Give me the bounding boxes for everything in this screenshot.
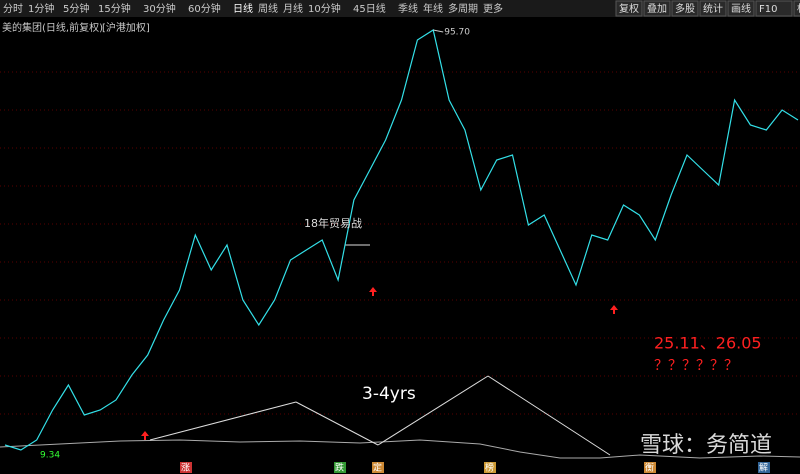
period-tab[interactable]: 10分钟 xyxy=(308,2,341,15)
annotation: 3-4yrs xyxy=(362,384,416,404)
tool-label: F10 xyxy=(759,4,777,15)
period-tab[interactable]: 季线 xyxy=(398,2,418,15)
toolbar: 分时 1分钟 5分钟 15分钟 30分钟 60分钟 日线 周线 月线 10分钟 45日线 季线 年线 多周… xyxy=(3,0,800,17)
trend-arrows xyxy=(149,244,611,456)
event-label: 跌 xyxy=(335,463,344,474)
annotation: 18年贸易战 xyxy=(304,216,362,230)
tool-label: 标记 xyxy=(797,3,800,15)
period-tab[interactable]: 年线 xyxy=(423,2,443,15)
stock-name: 美的集团(日线,前复权) xyxy=(2,21,103,34)
period-tab[interactable]: 5分钟 xyxy=(63,2,89,15)
watermark: 雪球：务简道 xyxy=(640,433,772,458)
event-label: 榜 xyxy=(485,462,494,474)
period-tab[interactable]: 周线 xyxy=(258,2,278,15)
period-tab[interactable]: 60分钟 xyxy=(188,2,221,15)
price-line xyxy=(4,29,799,451)
tool-btn[interactable] xyxy=(755,0,793,17)
period-tab[interactable]: 日线 xyxy=(233,2,253,15)
event-marker xyxy=(758,462,770,473)
event-marker xyxy=(180,462,192,473)
red-arrows xyxy=(141,287,618,440)
tool-btn[interactable] xyxy=(643,0,671,17)
event-marker xyxy=(334,462,346,473)
period-tab[interactable]: 30分钟 xyxy=(143,2,176,15)
stock-tag: [沪港加权] xyxy=(102,21,150,34)
event-marker xyxy=(372,462,384,473)
tool-btn[interactable] xyxy=(793,0,800,17)
high-pointer xyxy=(433,29,444,33)
tool-btn[interactable] xyxy=(727,0,755,17)
toolbar-bg xyxy=(0,0,800,17)
period-tab[interactable]: 分时 xyxy=(3,3,23,15)
volume-line xyxy=(0,439,800,459)
period-tab[interactable]: 45日线 xyxy=(353,2,386,15)
high-label: 95.70 xyxy=(444,28,470,38)
low-label: 9.34 xyxy=(40,451,60,461)
tool-label: 统计 xyxy=(703,2,723,15)
event-label: 定 xyxy=(373,462,382,474)
tool-label: 叠加 xyxy=(647,3,667,15)
event-marker xyxy=(484,462,496,473)
event-label: 衡 xyxy=(645,462,654,474)
annotation: 25.11、26.05 xyxy=(654,334,762,353)
tool-label: 画线 xyxy=(731,2,751,15)
tool-label: 复权 xyxy=(619,2,639,15)
period-tab[interactable]: 月线 xyxy=(283,2,303,15)
period-tab[interactable]: 更多 xyxy=(483,2,503,15)
tool-btn[interactable] xyxy=(615,0,643,17)
period-tab[interactable]: 1分钟 xyxy=(28,2,54,15)
tool-btn[interactable] xyxy=(699,0,727,17)
tool-btn[interactable] xyxy=(671,0,699,17)
annotation: ？？？？？？ xyxy=(654,358,738,374)
event-label: 解 xyxy=(759,462,768,474)
grid xyxy=(0,71,800,415)
event-label: 涨 xyxy=(181,463,190,474)
period-tab[interactable]: 15分钟 xyxy=(98,2,131,15)
event-marker xyxy=(644,462,656,473)
tool-label: 多股 xyxy=(675,2,695,15)
period-tab[interactable]: 多周期 xyxy=(448,2,478,15)
